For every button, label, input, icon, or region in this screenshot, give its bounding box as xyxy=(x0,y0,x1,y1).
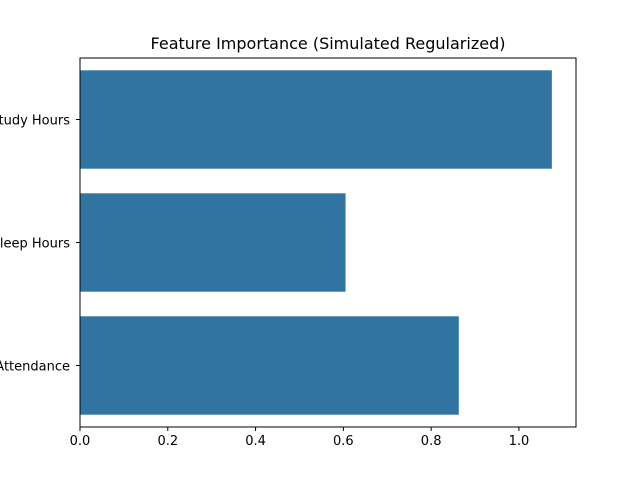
bars-group xyxy=(80,70,552,415)
x-tick-label: 0.8 xyxy=(421,434,442,449)
y-tick-label: Sleep Hours xyxy=(0,237,70,252)
x-tick-label: 0.0 xyxy=(70,434,91,449)
y-tick-label: Attendance xyxy=(0,360,70,375)
x-tick-label: 0.4 xyxy=(245,434,266,449)
plot-frame xyxy=(79,57,577,428)
chart-title: Feature Importance (Simulated Regularize… xyxy=(151,34,506,53)
x-tick-label: 0.2 xyxy=(157,434,178,449)
axes-group: Study Hours Sleep Hours Attendance 0.0 0.2 0.… xyxy=(0,57,577,449)
x-tick-label: 0.6 xyxy=(333,434,354,449)
x-tick-label: 1.0 xyxy=(509,434,530,449)
y-tick-label: Study Hours xyxy=(0,114,70,129)
bar-sleep-hours xyxy=(80,193,346,292)
bar-study-hours xyxy=(80,70,552,169)
bar-attendance xyxy=(80,316,459,415)
